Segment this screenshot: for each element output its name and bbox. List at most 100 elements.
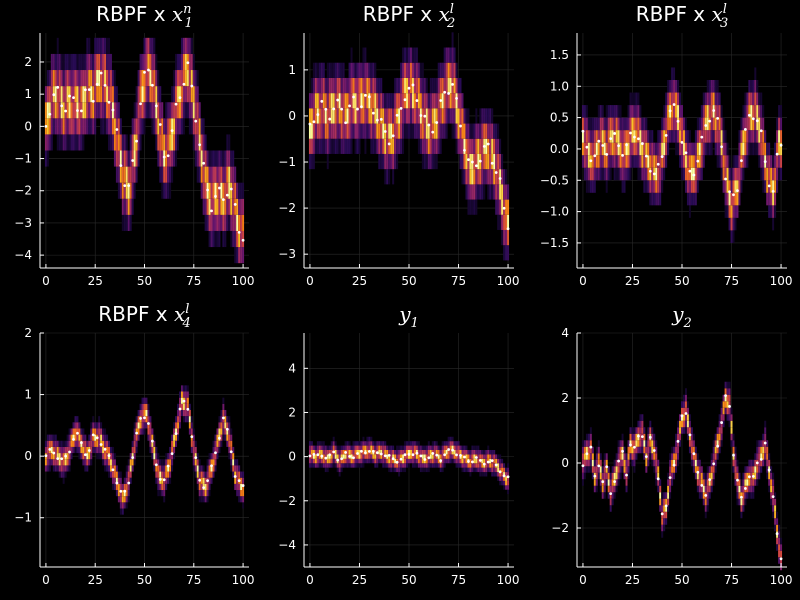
heatmap-cell	[121, 166, 124, 183]
heatmap-cell	[780, 117, 783, 131]
heatmap-cell	[734, 453, 737, 460]
heatmap-cell	[629, 117, 632, 131]
heatmap-cell	[171, 134, 174, 151]
heatmap-cell	[744, 117, 747, 131]
heatmap-cell	[499, 138, 502, 154]
heatmap-cell	[348, 445, 351, 450]
heatmap-cell	[615, 142, 618, 156]
heatmap-cell	[68, 53, 71, 71]
heatmap-cell	[485, 153, 488, 170]
heatmap-cell	[413, 441, 416, 446]
heatmap-cell	[52, 118, 55, 135]
heatmap-cell	[623, 472, 626, 480]
heatmap-cell	[139, 428, 142, 435]
heatmap-cell	[320, 123, 323, 139]
heatmap-cell	[111, 86, 114, 103]
heatmap-cell	[756, 466, 759, 473]
heatmap-cell	[216, 446, 219, 454]
heatmap-cell	[647, 167, 650, 181]
heatmap-cell	[177, 409, 180, 417]
heatmap-cell	[109, 118, 112, 135]
heatmap-cell	[686, 433, 689, 441]
heatmap-cell	[748, 485, 751, 493]
heatmap-cell	[135, 150, 138, 167]
heatmap-cell	[439, 450, 442, 455]
heatmap-cell	[469, 184, 472, 200]
heatmap-cell	[659, 142, 662, 156]
heatmap-cell	[507, 467, 510, 473]
heatmap-cell	[346, 454, 349, 459]
heatmap-cell	[161, 182, 164, 199]
heatmap-cell	[338, 62, 341, 78]
estimate-point	[743, 128, 747, 131]
heatmap-cell	[754, 479, 757, 486]
x-tick-label: 25	[88, 274, 103, 288]
heatmap-cell	[163, 496, 166, 503]
estimate-point	[383, 454, 387, 458]
heatmap-cell	[352, 441, 355, 446]
heatmap-cell	[702, 142, 705, 156]
heatmap-cell	[100, 434, 103, 441]
heatmap-cell	[179, 409, 181, 417]
heatmap-cell	[68, 465, 71, 472]
heatmap-cell	[238, 214, 241, 231]
heatmap-cell	[778, 105, 781, 118]
y-tick-label: 4	[288, 361, 296, 375]
heatmap-cell	[108, 471, 110, 478]
heatmap-cell	[726, 167, 729, 181]
estimate-point	[76, 109, 79, 112]
heatmap-cell	[348, 123, 351, 139]
heatmap-cell	[340, 463, 343, 468]
heatmap-cell	[746, 466, 749, 473]
heatmap-cell	[153, 53, 156, 71]
heatmap-cell	[728, 167, 731, 181]
heatmap-cell	[507, 489, 510, 495]
estimate-point	[648, 435, 652, 439]
heatmap-cell	[338, 463, 341, 468]
heatmap-cell	[750, 117, 753, 131]
heatmap-cell	[746, 479, 749, 486]
heatmap-cell	[358, 445, 361, 450]
heatmap-cell	[322, 77, 325, 94]
heatmap-cell	[750, 492, 753, 499]
heatmap-cell	[121, 150, 124, 167]
estimate-point	[498, 470, 502, 474]
estimate-point	[375, 118, 379, 122]
heatmap-cell	[46, 150, 49, 167]
heatmap-cell	[770, 180, 773, 193]
heatmap-cell	[665, 505, 668, 512]
heatmap-cell	[378, 153, 381, 170]
heatmap-cell	[679, 440, 682, 447]
heatmap-cell	[439, 467, 442, 473]
heatmap-cell	[409, 458, 412, 464]
heatmap-cell	[499, 480, 502, 486]
heatmap-cell	[661, 518, 664, 525]
heatmap-cell	[342, 62, 345, 78]
heatmap-cell	[702, 472, 705, 480]
heatmap-cell	[388, 169, 391, 185]
heatmap-cell	[679, 433, 682, 441]
heatmap-cell	[76, 434, 79, 441]
heatmap-cell	[109, 86, 112, 103]
heatmap-cell	[497, 467, 500, 473]
heatmap-cell	[408, 450, 410, 455]
estimate-point	[360, 449, 363, 453]
panel-title: RBPF x xl 3	[636, 2, 728, 31]
heatmap-cell	[106, 459, 109, 466]
estimate-point	[352, 456, 355, 460]
heatmap-cell	[310, 153, 313, 170]
heatmap-cell	[457, 454, 460, 459]
heatmap-cell	[621, 459, 624, 467]
heatmap-cell	[350, 93, 353, 109]
heatmap-cell	[342, 77, 345, 94]
heatmap-cell	[180, 403, 183, 410]
heatmap-cell	[682, 401, 685, 408]
heatmap-cell	[673, 105, 676, 118]
heatmap-cell	[78, 428, 81, 435]
heatmap-cell	[206, 490, 209, 497]
heatmap-cell	[677, 440, 680, 447]
heatmap-cell	[314, 93, 317, 109]
estimate-point	[470, 160, 474, 164]
heatmap-cell	[123, 198, 126, 215]
